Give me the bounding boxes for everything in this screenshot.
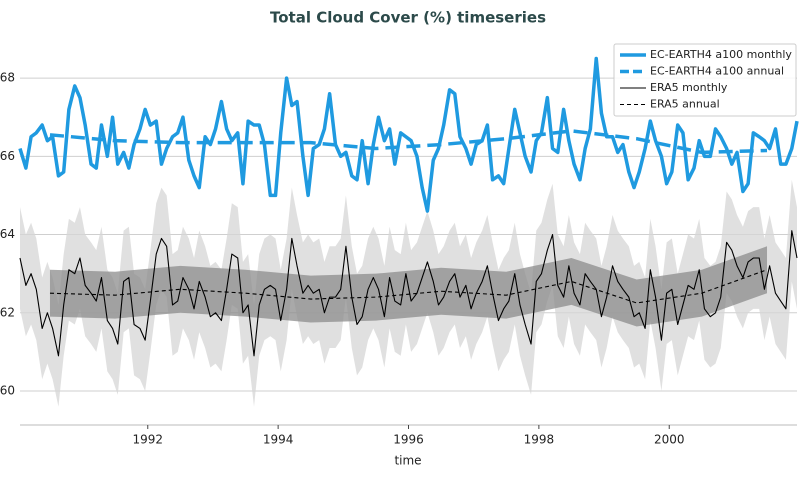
- series-line: [49, 129, 768, 155]
- x-tick-label: 1996: [393, 433, 424, 447]
- chart-title: Total Cloud Cover (%) timeseries: [270, 9, 546, 27]
- x-axis-label: time: [394, 454, 421, 468]
- series-line: [19, 230, 798, 357]
- x-tick-label: 1994: [263, 433, 294, 447]
- series-line: [49, 269, 768, 304]
- legend-label: EC-EARTH4 a100 annual: [650, 65, 784, 78]
- y-tick-label: 62: [0, 305, 15, 319]
- y-tick-label: 68: [0, 71, 15, 85]
- series-line: [18, 56, 799, 213]
- x-tick-label: 2000: [654, 433, 685, 447]
- y-tick-label: 60: [0, 383, 15, 397]
- lines: [18, 56, 799, 357]
- legend-label: ERA5 annual: [650, 98, 720, 111]
- legend-label: ERA5 monthly: [650, 81, 728, 94]
- legend-frame: [613, 43, 797, 117]
- axes: 60 62 64 66 68 1992 1994 1996 1998 2000: [0, 71, 797, 447]
- legend-label: EC-EARTH4 a100 monthly: [650, 48, 792, 61]
- y-tick-label: 64: [0, 227, 15, 241]
- legend: EC-EARTH4 a100 monthly EC-EARTH4 a100 ann…: [613, 43, 797, 117]
- x-tick-label: 1992: [132, 433, 163, 447]
- x-tick-label: 1998: [524, 433, 555, 447]
- y-tick-label: 66: [0, 149, 15, 163]
